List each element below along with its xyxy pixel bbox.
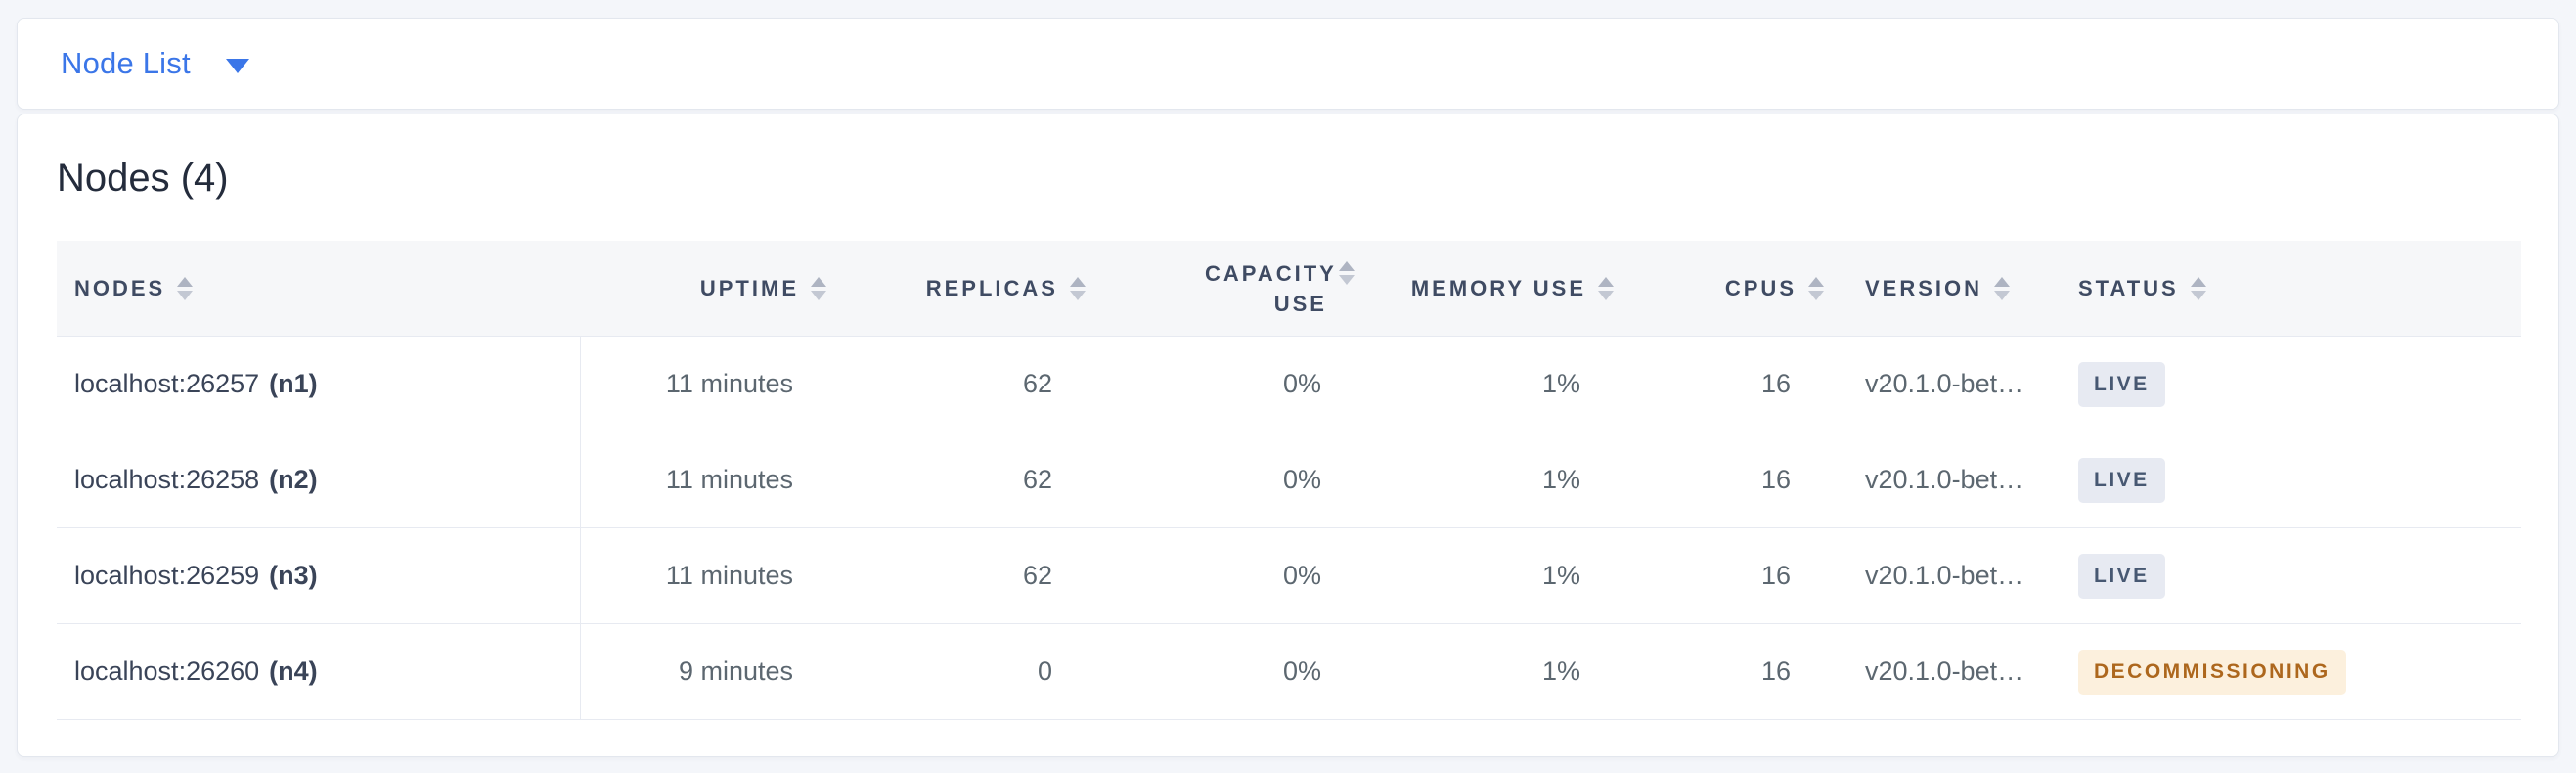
status-badge: LIVE — [2078, 361, 2165, 407]
table-row-n2[interactable]: localhost:26258 (n2) 11 minutes 62 0% 1%… — [57, 432, 2521, 528]
sort-icon[interactable] — [811, 276, 826, 300]
cpus-cell: 16 — [1760, 657, 1791, 686]
version-text: v20.1.0-bet… — [1865, 465, 2024, 494]
node-id: (n2) — [269, 465, 318, 494]
column-header-label: CPUS — [1724, 275, 1797, 300]
status-badge: LIVE — [2078, 553, 2165, 599]
column-header-label: CAPACITY USE — [1205, 260, 1337, 316]
version-text: v20.1.0-bet… — [1865, 561, 2024, 590]
node-address: localhost:26257 — [74, 369, 260, 398]
column-header-label: UPTIME — [699, 275, 799, 300]
replicas-cell: 62 — [1022, 465, 1052, 494]
sort-icon[interactable] — [1808, 276, 1824, 300]
column-header-uptime[interactable]: UPTIME — [581, 241, 826, 336]
table-row-n1[interactable]: localhost:26257 (n1) 11 minutes 62 0% 1%… — [57, 337, 2521, 432]
column-header-label: NODES — [74, 275, 166, 300]
sort-icon[interactable] — [1598, 276, 1614, 300]
table-row-n4[interactable]: localhost:26260 (n4) 9 minutes 0 0% 1% 1… — [57, 624, 2521, 720]
cpus-cell: 16 — [1760, 465, 1791, 494]
sort-icon[interactable] — [177, 276, 194, 300]
cpus-cell: 16 — [1760, 369, 1791, 398]
node-address: localhost:26258 — [74, 465, 260, 494]
version-text: v20.1.0-bet… — [1865, 369, 2024, 398]
node-id: (n3) — [269, 561, 318, 590]
capacity-use-cell: 0% — [1282, 657, 1321, 686]
status-cell: LIVE — [2055, 337, 2520, 432]
memory-use-cell: 1% — [1541, 465, 1580, 494]
node-list-dropdown[interactable]: Node List — [61, 46, 249, 81]
column-header-label: REPLICAS — [925, 275, 1058, 300]
column-header-label: VERSION — [1865, 275, 1983, 300]
nodes-table: NODES UPTIME REPLICAS CAPACITY USE MEMOR… — [57, 241, 2521, 720]
column-header-capacity-use[interactable]: CAPACITY USE — [1086, 241, 1355, 336]
column-header-nodes[interactable]: NODES — [57, 241, 581, 336]
replicas-cell: 0 — [1037, 657, 1052, 686]
uptime-cell: 11 minutes — [665, 561, 793, 590]
table-body: localhost:26257 (n1) 11 minutes 62 0% 1%… — [57, 337, 2521, 720]
replicas-cell: 62 — [1022, 369, 1052, 398]
uptime-cell: 11 minutes — [665, 465, 793, 494]
status-cell: LIVE — [2055, 432, 2520, 527]
node-address-cell[interactable]: localhost:26259 (n3) — [57, 528, 581, 623]
version-cell: v20.1.0-bet… — [1824, 337, 2055, 432]
uptime-cell: 9 minutes — [678, 657, 793, 686]
status-badge: DECOMMISSIONING — [2078, 649, 2346, 695]
cpus-cell: 16 — [1760, 561, 1791, 590]
node-id: (n4) — [269, 657, 318, 686]
memory-use-cell: 1% — [1541, 369, 1580, 398]
status-cell: LIVE — [2055, 528, 2520, 623]
node-id: (n1) — [269, 369, 318, 398]
sort-icon[interactable] — [1070, 276, 1086, 300]
uptime-cell: 11 minutes — [665, 369, 793, 398]
page-title: Nodes (4) — [57, 157, 229, 200]
table-row-n3[interactable]: localhost:26259 (n3) 11 minutes 62 0% 1%… — [57, 528, 2521, 624]
node-address-cell[interactable]: localhost:26260 (n4) — [57, 624, 581, 719]
node-address-cell[interactable]: localhost:26257 (n1) — [57, 337, 581, 432]
node-address: localhost:26260 — [74, 657, 260, 686]
sort-icon[interactable] — [2190, 276, 2206, 300]
memory-use-cell: 1% — [1541, 657, 1580, 686]
node-address: localhost:26259 — [74, 561, 260, 590]
column-header-replicas[interactable]: REPLICAS — [826, 241, 1086, 336]
version-cell: v20.1.0-bet… — [1824, 528, 2055, 623]
column-header-label: MEMORY USE — [1410, 275, 1586, 300]
column-header-memory-use[interactable]: MEMORY USE — [1355, 241, 1614, 336]
column-header-label: STATUS — [2078, 275, 2179, 300]
view-selector-bar: Node List — [17, 18, 2559, 110]
table-header-row: NODES UPTIME REPLICAS CAPACITY USE MEMOR… — [57, 241, 2521, 337]
column-header-version[interactable]: VERSION — [1824, 241, 2055, 336]
status-cell: DECOMMISSIONING — [2055, 624, 2520, 719]
sort-icon[interactable] — [1994, 276, 2011, 300]
capacity-use-cell: 0% — [1282, 561, 1321, 590]
nodes-card: Nodes (4) NODES UPTIME REPLICAS CAPACITY… — [17, 114, 2559, 757]
version-cell: v20.1.0-bet… — [1824, 432, 2055, 527]
version-cell: v20.1.0-bet… — [1824, 624, 2055, 719]
version-text: v20.1.0-bet… — [1865, 657, 2024, 686]
node-list-dropdown-label: Node List — [61, 46, 191, 80]
capacity-use-cell: 0% — [1282, 465, 1321, 494]
capacity-use-cell: 0% — [1282, 369, 1321, 398]
chevron-down-icon — [225, 58, 249, 73]
node-address-cell[interactable]: localhost:26258 (n2) — [57, 432, 581, 527]
replicas-cell: 62 — [1022, 561, 1052, 590]
status-badge: LIVE — [2078, 457, 2165, 503]
column-header-status[interactable]: STATUS — [2055, 241, 2520, 336]
memory-use-cell: 1% — [1541, 561, 1580, 590]
column-header-cpus[interactable]: CPUS — [1614, 241, 1824, 336]
sort-icon[interactable] — [1339, 261, 1355, 285]
